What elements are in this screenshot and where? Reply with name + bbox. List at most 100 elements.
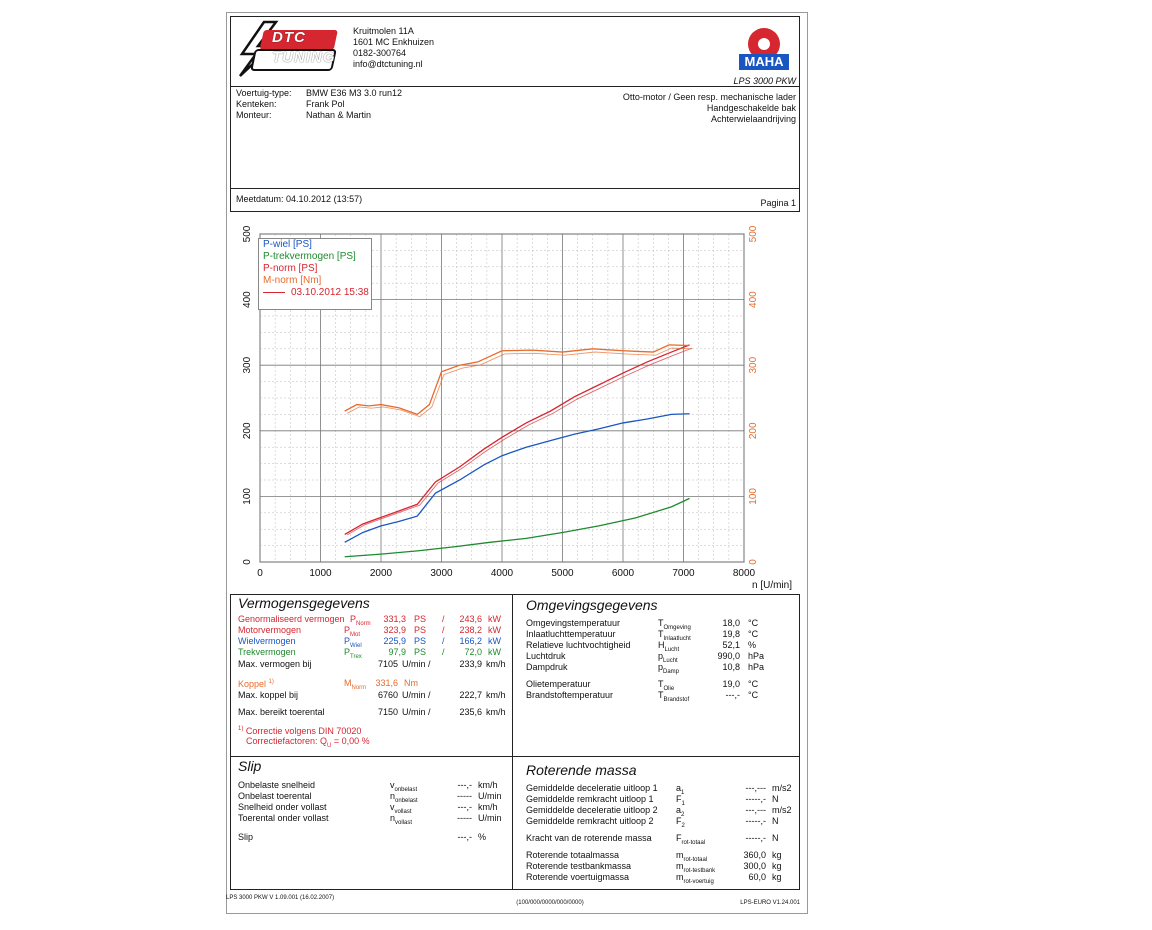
sym-sub: Norm (356, 620, 371, 627)
omgeving-rows: Omgevingstemperatuur TOmgeving 18,0 °C Inlaa… (526, 618, 796, 710)
x-tick-label: 1000 (309, 568, 332, 579)
sym-sub: Trex (350, 653, 362, 660)
legend-p-norm: P-norm [PS] (263, 263, 318, 274)
slip-title: Slip (238, 758, 262, 774)
legend-p-trek: P-trekvermogen [PS] (263, 251, 356, 262)
measure-box (230, 188, 800, 212)
row-value: ---,- (457, 780, 473, 790)
symbol-sub: rot-voertuig (683, 878, 714, 885)
symbol: F (676, 794, 682, 804)
row-symbol: TBrandstof (658, 690, 689, 704)
correction-factor: Correctiefactoren: QU = 0,00 % (246, 736, 370, 750)
symbol-sub: 1 (681, 800, 685, 807)
omgeving-title: Omgevingsgegevens (526, 597, 658, 613)
unit-ps: PS (414, 647, 427, 657)
symbol-sub: rot-testbank (683, 867, 716, 874)
sep: / (442, 614, 445, 624)
sym: P (344, 625, 351, 635)
massa-box (512, 756, 800, 890)
row-label: Gemiddelde remkracht uitloop 1 (526, 794, 654, 804)
measure-date: Meetdatum: 04.10.2012 (13:57) (236, 194, 363, 204)
symbol: F (676, 833, 682, 843)
row-value: -----,- (745, 833, 766, 843)
y-tick-label-left: 300 (242, 356, 253, 373)
row-unit: km/h (478, 802, 498, 812)
unit-kw: kW (488, 647, 501, 657)
row-label: Brandstoftemperatuur (526, 690, 614, 700)
sym: P (350, 614, 357, 624)
val-norm-kw: 243,6 (459, 614, 482, 624)
row-value: ---,--- (745, 805, 766, 815)
x-tick-label: 4000 (491, 568, 514, 579)
engine-line: Achterwielaandrijving (710, 114, 796, 124)
koppel-value: 331,6 (375, 678, 398, 688)
symbol: T (658, 618, 664, 628)
maha-logo (735, 24, 793, 76)
maxtorque-rpm-unit: U/min / (402, 690, 431, 700)
x-tick-label: 7000 (672, 568, 695, 579)
y-tick-label-right: 100 (748, 488, 759, 505)
engine-line: Otto-motor / Geen resp. mechanische lade… (622, 92, 796, 102)
mechanic-label: Monteur: (236, 110, 272, 120)
symbol: H (658, 640, 665, 650)
row-label: Snelheid onder vollast (238, 802, 327, 812)
address-line: 1601 MC Enkhuizen (353, 37, 435, 47)
unit-ps: PS (414, 614, 427, 624)
x-tick-label: 6000 (612, 568, 635, 579)
row-symbol: vvollast (390, 802, 412, 816)
symbol-sub: 1 (681, 789, 685, 796)
sep: / (442, 636, 445, 646)
row-value: -----,- (745, 794, 766, 804)
legend-date-text: 03.10.2012 15:38 (291, 287, 369, 298)
row-symbol: F2 (676, 816, 685, 830)
symbol: n (390, 813, 396, 823)
symbol-sub: rot-totaal (683, 856, 708, 863)
maxpower-rpm: 7105 (377, 659, 398, 669)
symbol-sub: Damp (663, 668, 680, 675)
row-symbol: TInlaatlucht (658, 629, 691, 643)
row-unit: hPa (748, 662, 765, 672)
symbol-sub: rot-totaal (681, 839, 706, 846)
row-unit: N (772, 816, 779, 826)
row-symbol: a1 (676, 783, 684, 797)
row-label: Gemiddelde remkracht uitloop 2 (526, 816, 654, 826)
row-unit: kg (772, 850, 782, 860)
row-value: ---,- (457, 832, 473, 842)
sym-sub: Norm (351, 684, 367, 691)
y-tick-label-right: 500 (748, 225, 759, 242)
row-unit: m/s2 (772, 783, 792, 793)
row-value: 360,0 (743, 850, 766, 860)
row-value: ---,--- (745, 783, 766, 793)
row-unit: °C (748, 679, 759, 689)
correction-text: 1) Correctie volgens DIN 70020 (238, 725, 361, 737)
symbol-sub: Omgeving (663, 624, 691, 631)
row-symbol: Frot-totaal (676, 833, 705, 847)
series-reference-line-2 (346, 347, 693, 536)
symbol-sub: onbelast (395, 797, 418, 804)
unit-ps: PS (414, 625, 427, 635)
sym-sub: Mot (350, 631, 361, 638)
symbol: p (658, 651, 664, 661)
plate-label: Kenteken: (236, 99, 277, 109)
correction-label: Correctie volgens DIN 70020 (245, 726, 362, 736)
page-number: Pagina 1 (760, 198, 796, 208)
y-tick-label-right: 200 (748, 422, 759, 439)
mechanic-value: Nathan & Martin (306, 110, 372, 120)
row-norm: Genormaliseerd vermogen (238, 614, 345, 625)
symbol-sub: Inlaatlucht (663, 635, 691, 642)
vermogen-box (230, 594, 514, 758)
koppel-label: Koppel (238, 679, 267, 689)
sym-koppel: MNorm (344, 678, 366, 692)
address-line: 0182-300764 (353, 48, 407, 58)
val-wiel-ps: 225,9 (383, 636, 406, 646)
x-axis-label: n [U/min] (752, 580, 792, 591)
row-label: Roterende testbankmassa (526, 861, 632, 871)
maxrpm-speed-unit: km/h (486, 707, 506, 717)
series-line-0 (344, 413, 690, 543)
row-unit: °C (748, 629, 759, 639)
val-mot-kw: 238,2 (459, 625, 482, 635)
slip-box (230, 756, 514, 890)
series-line-3 (344, 344, 690, 416)
row-symbol: HLucht (658, 640, 679, 654)
legend-date: 03.10.2012 15:38 (259, 287, 371, 299)
